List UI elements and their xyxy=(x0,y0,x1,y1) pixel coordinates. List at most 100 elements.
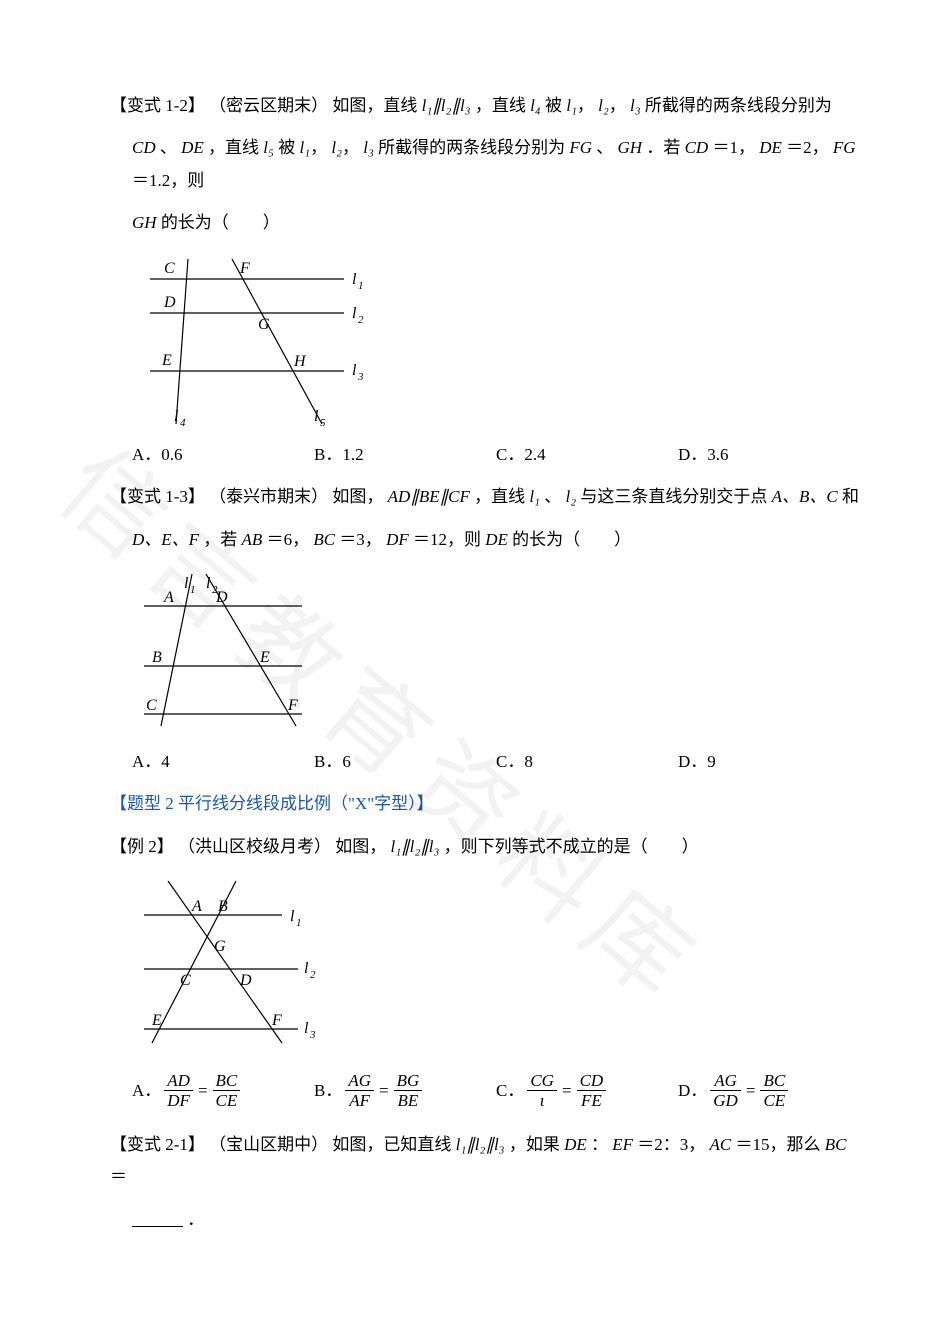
text: ＝1.2，则 xyxy=(132,171,204,190)
seg: DE xyxy=(759,138,782,157)
text: ，直线 xyxy=(474,487,529,506)
svg-text:l: l xyxy=(184,575,189,592)
num: AD xyxy=(164,1071,193,1092)
l5: l₅ xyxy=(263,138,274,157)
text: ＝6， xyxy=(267,530,310,549)
text: 如图， xyxy=(335,837,386,856)
svg-text:C: C xyxy=(180,972,191,989)
svg-text:G: G xyxy=(258,316,270,333)
text: ＝1， xyxy=(712,138,755,157)
parallel: l₁∥l₂∥l₃ xyxy=(391,837,440,856)
svg-text:C: C xyxy=(146,697,157,714)
svg-text:D: D xyxy=(163,294,176,311)
svg-text:E: E xyxy=(161,352,172,369)
text: 所截得的两条线段分别为 xyxy=(378,138,569,157)
tag: 【变式 1-2】 xyxy=(110,96,205,115)
text: 如图， xyxy=(332,487,383,506)
seg: BC xyxy=(825,1135,847,1154)
option-b: B． AGAF = BGBE xyxy=(314,1071,496,1111)
svg-text:C: C xyxy=(164,260,175,277)
svg-text:l: l xyxy=(174,408,179,425)
l3: l₃ xyxy=(363,138,374,157)
seg: FG xyxy=(569,138,592,157)
problem-1-2-line3: GH 的长为（ ） xyxy=(132,207,860,239)
source: （泰兴市期末） xyxy=(209,487,328,506)
problem-1-3-line2: D、E、F ，若 AB ＝6， BC ＝3， DF ＝12，则 DE 的长为（ … xyxy=(132,524,860,556)
l1: l₁ xyxy=(566,96,577,115)
option-d: D．9 xyxy=(678,746,860,778)
option-a: A．0.6 xyxy=(132,439,314,471)
label: C． xyxy=(496,1075,524,1107)
svg-text:2: 2 xyxy=(358,314,364,326)
l4: l₄ xyxy=(530,96,541,115)
svg-text:l: l xyxy=(352,305,357,322)
num: AG xyxy=(345,1071,374,1092)
l1: l₁ xyxy=(529,487,540,506)
text: 、 xyxy=(596,138,613,157)
option-b: B．6 xyxy=(314,746,496,778)
parallel: l₁∥l₂∥l₃ xyxy=(456,1135,505,1154)
option-d: D． AGGD = BCCE xyxy=(678,1071,860,1111)
svg-text:B: B xyxy=(152,649,162,666)
num: AG xyxy=(710,1071,741,1092)
svg-text:H: H xyxy=(293,353,307,370)
option-b: B．1.2 xyxy=(314,439,496,471)
option-d: D．3.6 xyxy=(678,439,860,471)
text: 如图，已知直线 xyxy=(332,1135,455,1154)
svg-text:l: l xyxy=(304,1020,309,1037)
tag: 【变式 1-3】 xyxy=(110,487,205,506)
svg-text:l: l xyxy=(290,908,295,925)
seg: DE xyxy=(564,1135,587,1154)
seg: EF xyxy=(612,1135,633,1154)
den: GD xyxy=(710,1091,741,1111)
den: AF xyxy=(345,1091,374,1111)
problem-2-1: 【变式 2-1】 （宝山区期中） 如图，已知直线 l₁∥l₂∥l₃ ，如果 DE… xyxy=(110,1129,860,1194)
period: ． xyxy=(187,1210,204,1229)
text: 、 xyxy=(544,487,561,506)
seg: CD xyxy=(685,138,709,157)
svg-text:A: A xyxy=(191,898,202,915)
num: CG xyxy=(527,1071,557,1092)
svg-text:1: 1 xyxy=(296,917,302,929)
tag: 【例 2】 xyxy=(110,837,174,856)
svg-text:F: F xyxy=(287,697,298,714)
blank xyxy=(132,1210,183,1229)
seg: GH xyxy=(132,213,157,232)
den: CE xyxy=(760,1091,788,1111)
den: CE xyxy=(213,1091,241,1111)
problem-1-3: 【变式 1-3】 （泰兴市期末） 如图， AD∥BE∥CF ，直线 l₁ 、 l… xyxy=(110,481,860,513)
label: A． xyxy=(132,1075,161,1107)
den: FE xyxy=(577,1091,607,1111)
seg: GH xyxy=(618,138,643,157)
svg-text:l: l xyxy=(314,408,319,425)
text: 的长为（ ） xyxy=(161,213,280,232)
example-2: 【例 2】 （洪山区校级月考） 如图， l₁∥l₂∥l₃ ，则下列等式不成立的是… xyxy=(110,831,860,863)
svg-text:3: 3 xyxy=(309,1029,316,1041)
svg-text:F: F xyxy=(239,260,250,277)
parallel: AD∥BE∥CF xyxy=(388,487,470,506)
diagram-1-3: l1 l2 AD BE CF xyxy=(132,566,322,736)
svg-text:4: 4 xyxy=(180,417,186,429)
text: ： xyxy=(591,1135,608,1154)
text: ＝2， xyxy=(786,138,829,157)
tag: 【变式 2-1】 xyxy=(110,1135,205,1154)
pts: A、B、C xyxy=(772,487,838,506)
svg-text:E: E xyxy=(151,1012,162,1029)
diagram-1-2: CF DG EH l1 l2 l3 l4 l5 xyxy=(132,249,372,429)
source: （洪山区校级月考） xyxy=(178,837,331,856)
l2: l₂ xyxy=(565,487,576,506)
svg-text:D: D xyxy=(215,589,228,606)
source: （密云区期末） xyxy=(209,96,328,115)
num: BG xyxy=(394,1071,423,1092)
svg-text:D: D xyxy=(239,972,252,989)
options-1-3: A．4 B．6 C．8 D．9 xyxy=(132,746,860,778)
seg: DE xyxy=(485,530,508,549)
option-c: C．2.4 xyxy=(496,439,678,471)
den: BE xyxy=(394,1091,423,1111)
option-c: C．8 xyxy=(496,746,678,778)
text: ＝2：3， xyxy=(637,1135,705,1154)
section-heading: 【题型 2 平行线分线段成比例（"X"字型）】 xyxy=(110,788,860,820)
svg-text:B: B xyxy=(218,898,228,915)
den: DF xyxy=(164,1091,193,1111)
svg-text:A: A xyxy=(163,589,174,606)
